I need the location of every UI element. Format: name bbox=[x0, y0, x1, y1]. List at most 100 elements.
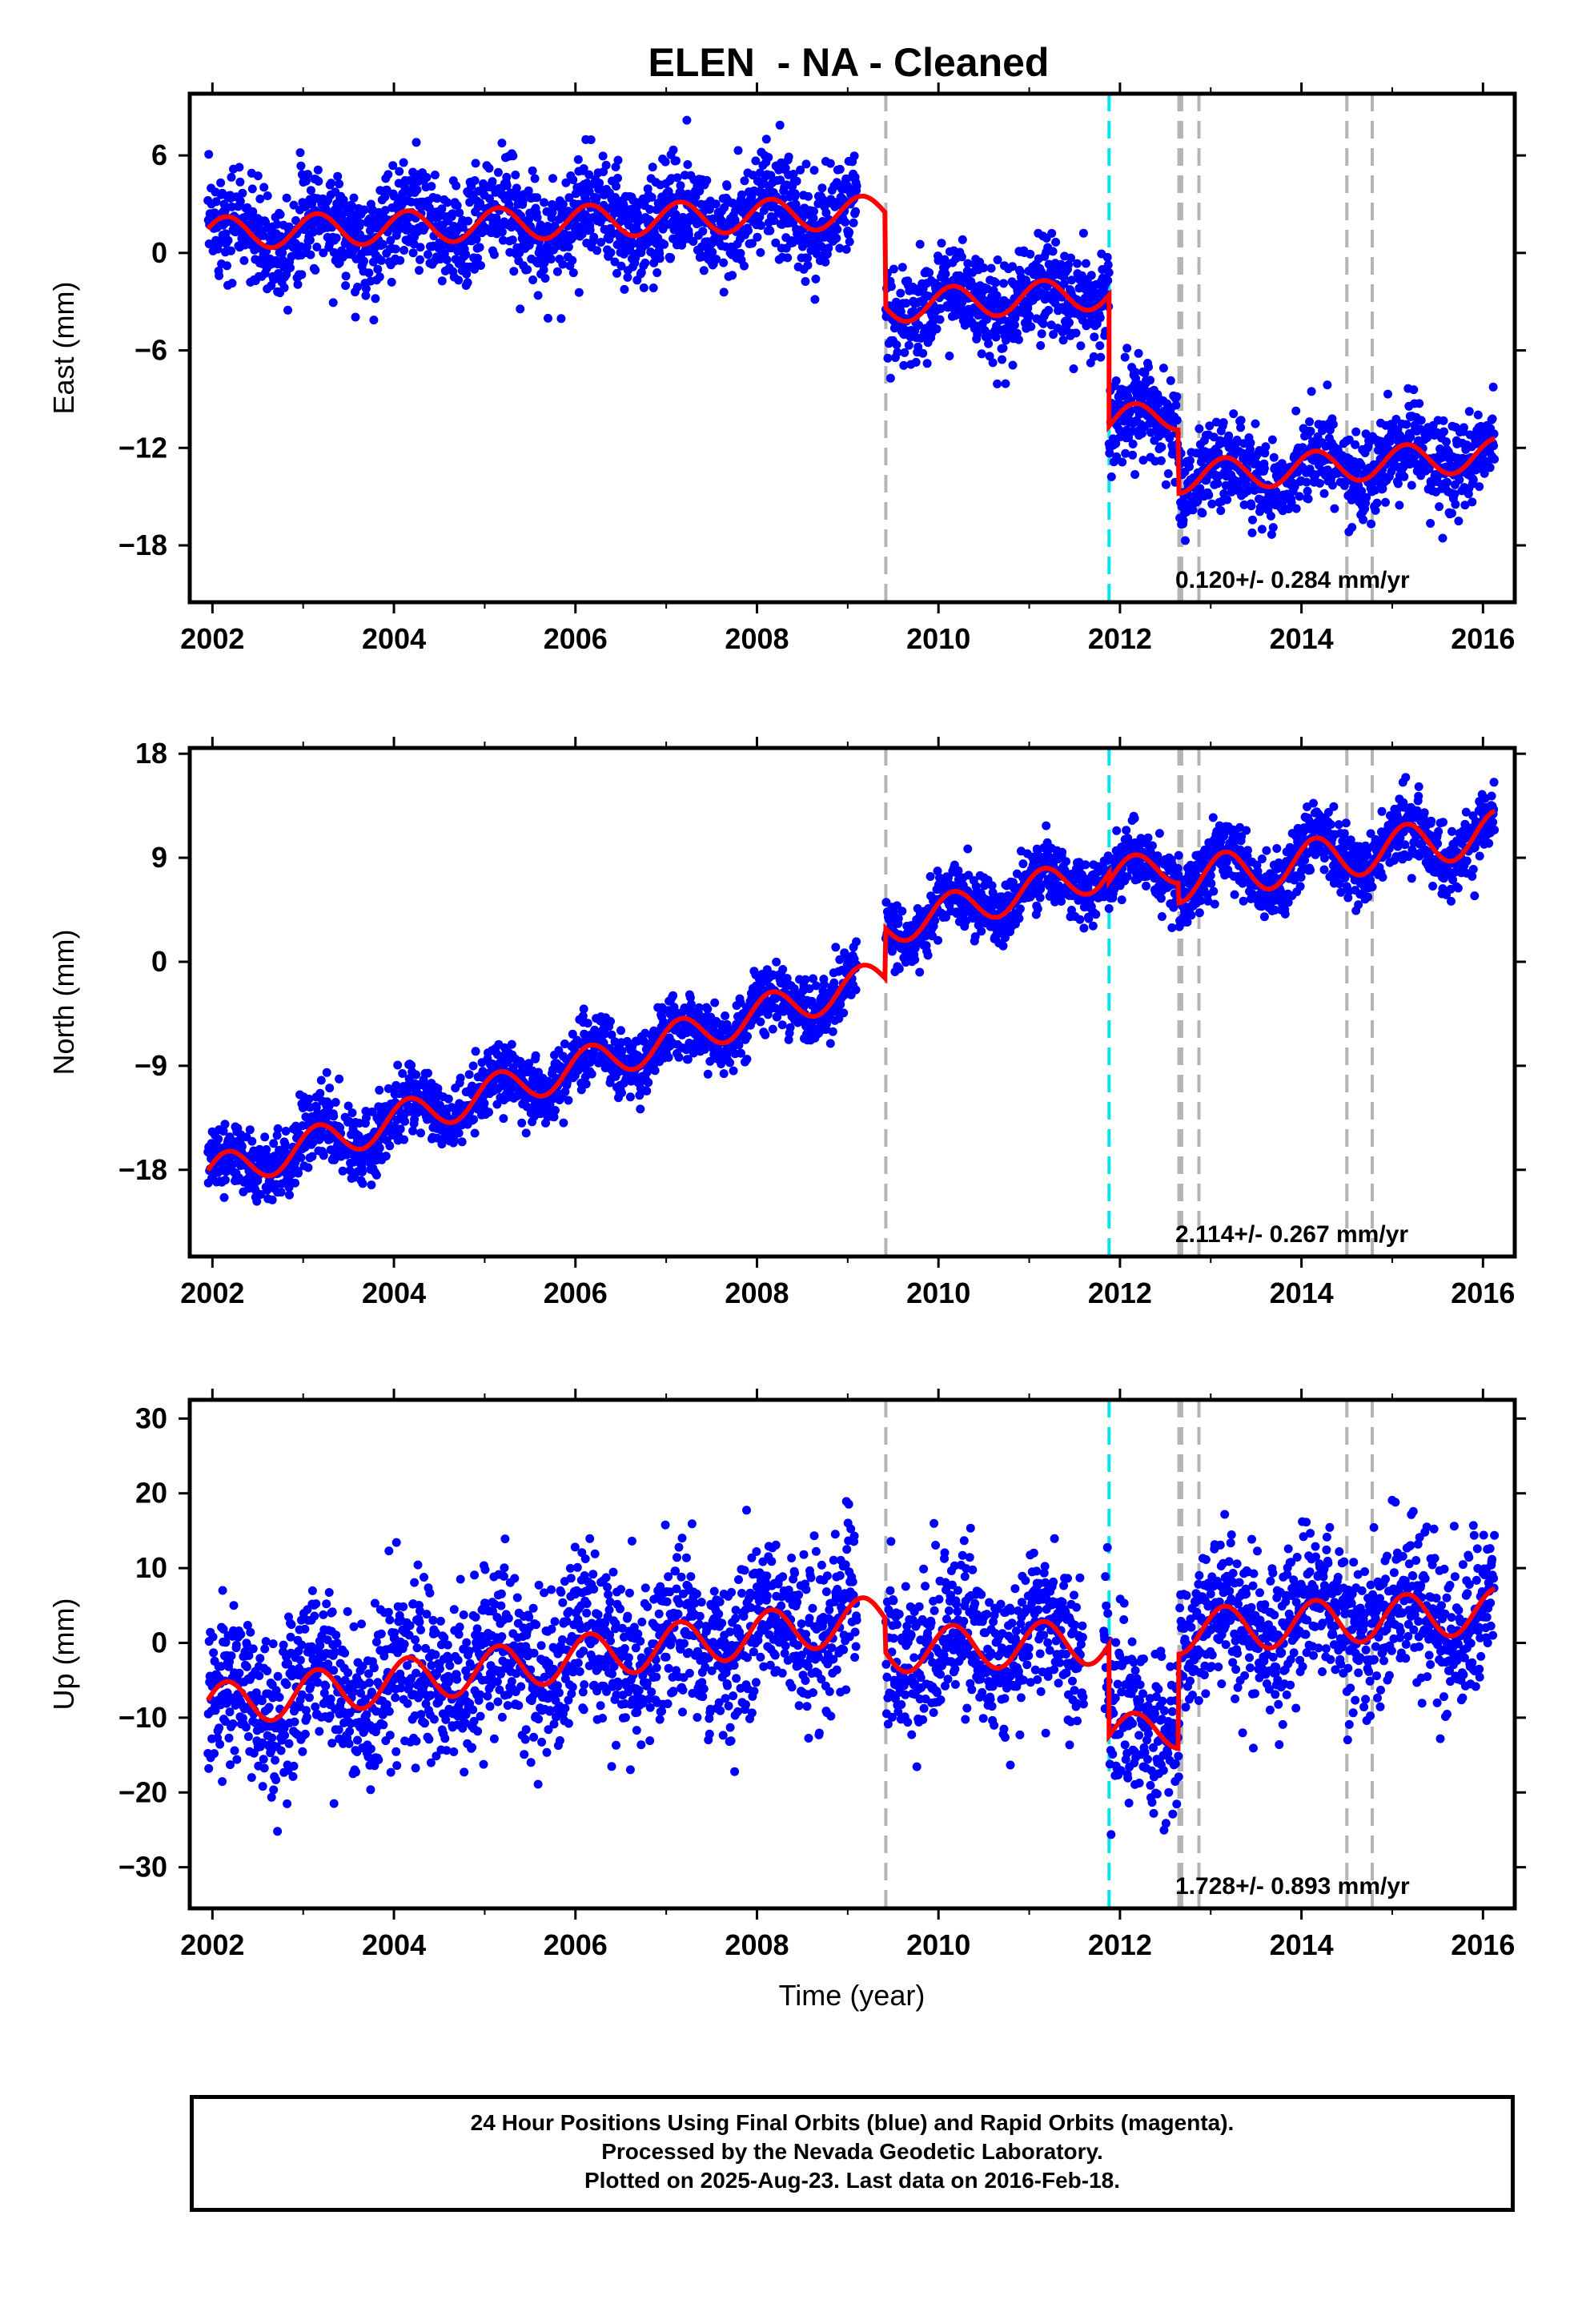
data-point bbox=[227, 279, 237, 288]
data-point bbox=[1488, 382, 1498, 392]
data-point bbox=[1118, 457, 1127, 467]
data-point bbox=[471, 1047, 480, 1056]
data-point bbox=[358, 1167, 367, 1176]
data-point bbox=[1213, 479, 1223, 489]
data-point bbox=[674, 1052, 684, 1062]
data-point bbox=[1459, 423, 1468, 432]
data-point bbox=[204, 150, 214, 159]
data-point bbox=[1399, 472, 1409, 481]
data-point bbox=[561, 178, 571, 187]
data-point bbox=[585, 225, 595, 235]
x-tick-label: 2002 bbox=[180, 622, 244, 655]
data-point bbox=[564, 1096, 573, 1105]
data-point bbox=[253, 171, 263, 181]
data-point bbox=[497, 139, 507, 148]
data-point bbox=[314, 176, 323, 186]
data-point bbox=[247, 1136, 257, 1146]
velocity-label: 0.120+/- 0.284 mm/yr bbox=[1175, 567, 1410, 593]
data-point bbox=[833, 225, 842, 234]
data-point bbox=[937, 239, 946, 248]
data-point bbox=[1026, 322, 1036, 332]
data-point bbox=[669, 145, 678, 155]
data-point bbox=[472, 235, 481, 244]
data-point bbox=[247, 184, 257, 194]
data-point bbox=[719, 258, 729, 267]
data-point bbox=[777, 1020, 787, 1030]
data-point bbox=[488, 177, 497, 187]
data-point bbox=[393, 1060, 403, 1070]
data-point bbox=[475, 243, 484, 252]
data-point bbox=[273, 1124, 283, 1133]
data-point bbox=[904, 340, 913, 350]
data-point bbox=[1069, 364, 1078, 373]
data-point bbox=[371, 294, 380, 304]
data-point bbox=[579, 1004, 588, 1014]
data-point bbox=[1103, 275, 1113, 285]
data-point bbox=[282, 193, 291, 203]
data-point bbox=[924, 292, 934, 301]
data-point bbox=[361, 284, 371, 293]
x-tick-label: 2012 bbox=[1088, 622, 1152, 655]
data-point bbox=[744, 226, 753, 235]
data-point bbox=[601, 160, 611, 170]
data-point bbox=[899, 360, 909, 370]
data-point bbox=[897, 263, 907, 272]
data-point bbox=[221, 1176, 230, 1184]
data-point bbox=[803, 253, 812, 263]
data-point bbox=[852, 937, 861, 947]
data-point bbox=[897, 907, 907, 916]
data-point bbox=[1112, 452, 1122, 461]
data-point bbox=[1122, 344, 1132, 353]
data-point bbox=[289, 200, 299, 210]
data-point bbox=[616, 1026, 625, 1035]
data-point bbox=[1048, 247, 1058, 256]
data-point bbox=[533, 291, 543, 300]
data-point bbox=[1395, 501, 1404, 510]
data-point bbox=[381, 1152, 391, 1161]
data-point bbox=[361, 291, 371, 300]
data-point bbox=[1008, 262, 1017, 271]
data-point bbox=[886, 282, 896, 292]
data-point bbox=[636, 267, 646, 277]
data-point bbox=[648, 283, 658, 292]
data-point bbox=[276, 1188, 286, 1197]
data-point bbox=[296, 161, 306, 171]
data-point bbox=[1044, 305, 1054, 315]
data-point bbox=[710, 998, 720, 1007]
data-point bbox=[672, 156, 681, 166]
data-point bbox=[914, 320, 924, 330]
data-point bbox=[547, 255, 556, 263]
data-point bbox=[620, 284, 629, 294]
data-point bbox=[437, 204, 447, 214]
data-point bbox=[831, 943, 841, 952]
data-point bbox=[564, 193, 574, 203]
data-point bbox=[1372, 498, 1382, 508]
data-point bbox=[922, 359, 932, 368]
data-point bbox=[913, 342, 923, 352]
data-point bbox=[1257, 525, 1267, 534]
data-point bbox=[835, 243, 845, 253]
data-point bbox=[470, 1128, 480, 1138]
data-point bbox=[470, 176, 480, 185]
data-point bbox=[375, 1085, 384, 1095]
data-point bbox=[272, 219, 282, 229]
data-point bbox=[335, 179, 344, 189]
data-point bbox=[301, 176, 311, 186]
data-point bbox=[1259, 464, 1269, 473]
data-point bbox=[958, 235, 967, 244]
data-point bbox=[294, 1168, 303, 1178]
data-point bbox=[676, 181, 685, 191]
data-point bbox=[1291, 504, 1301, 513]
data-point bbox=[761, 135, 771, 144]
data-point bbox=[452, 181, 461, 191]
y-tick-label: −6 bbox=[135, 334, 167, 367]
data-point bbox=[1383, 389, 1392, 399]
data-point bbox=[678, 212, 688, 222]
data-point bbox=[1146, 376, 1154, 385]
data-point bbox=[825, 159, 835, 168]
data-point bbox=[1036, 341, 1046, 350]
data-point bbox=[1323, 380, 1332, 390]
data-point bbox=[801, 277, 810, 286]
data-point bbox=[1181, 536, 1190, 545]
data-point bbox=[1455, 475, 1464, 485]
